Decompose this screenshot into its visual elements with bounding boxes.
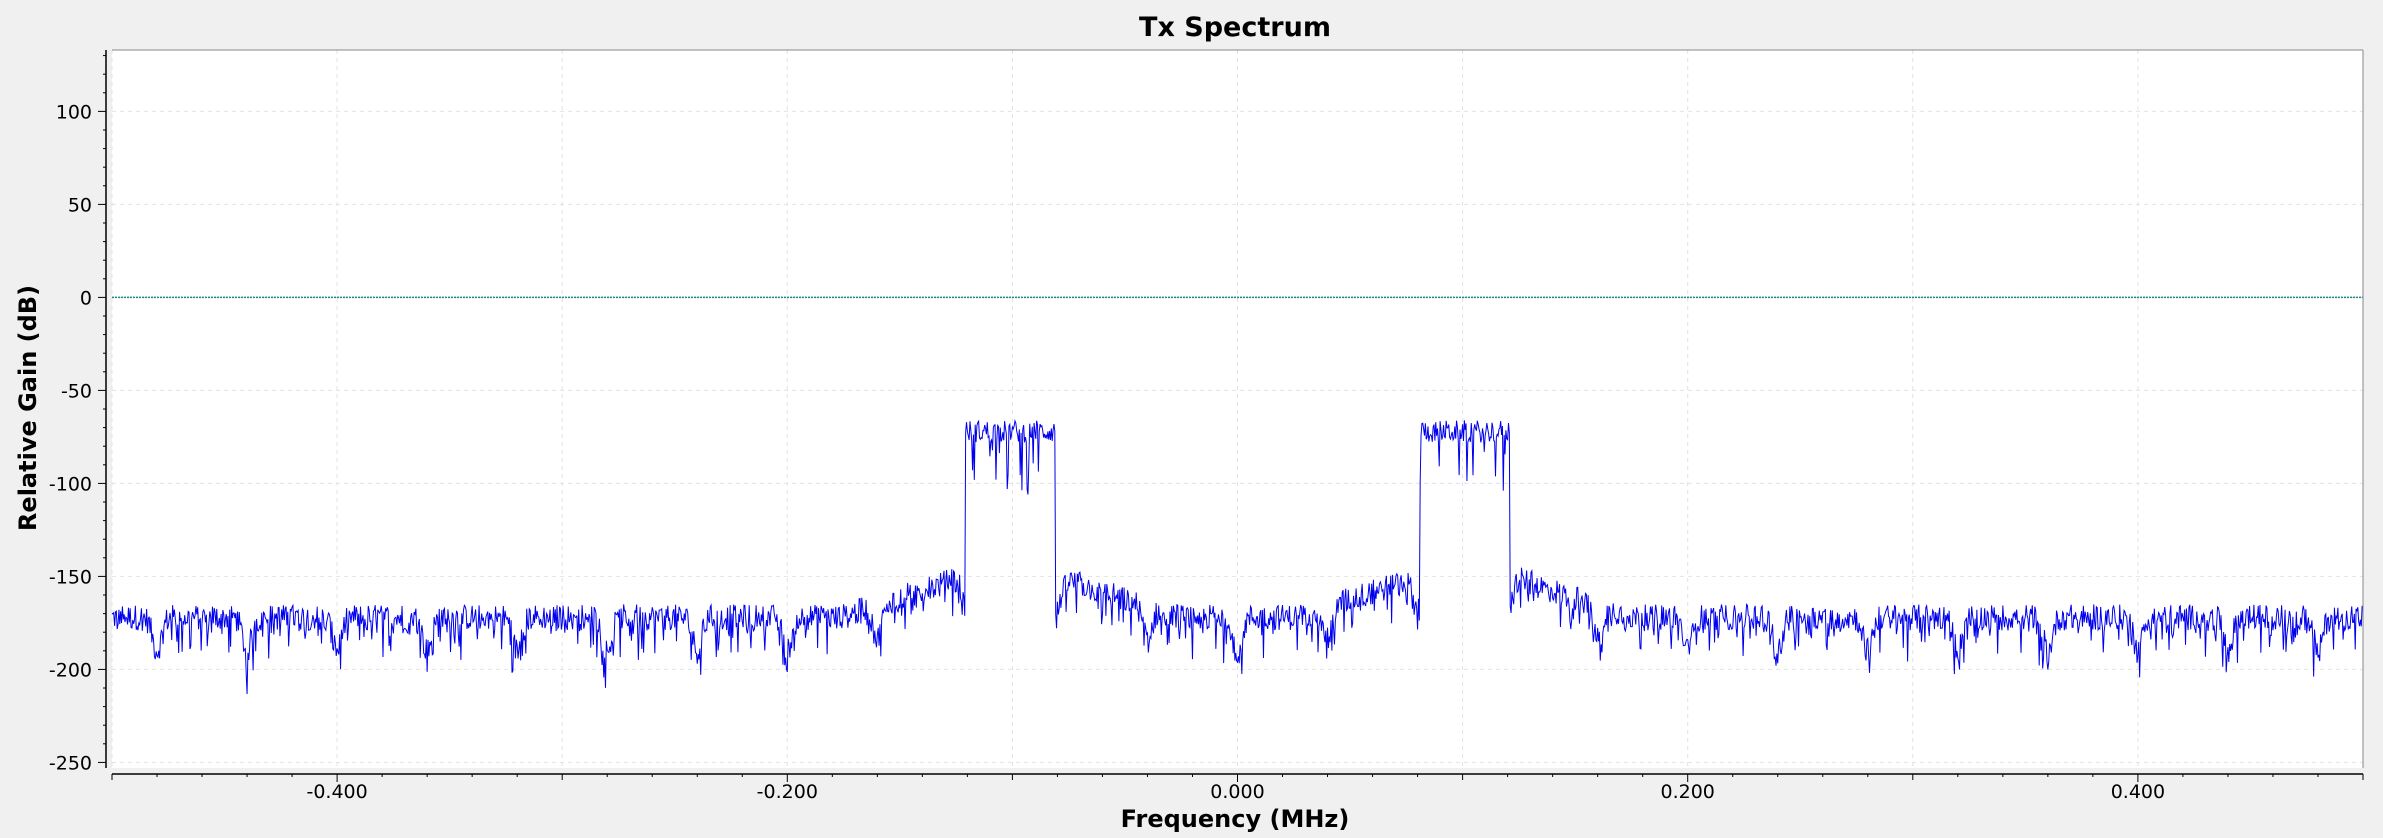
series-line	[111, 418, 2364, 694]
y-tick-label: -150	[49, 566, 92, 588]
y-axis-ticks: 100 50 0 -50 -100 -150 -200 -250	[49, 55, 106, 774]
plot-area	[112, 50, 2363, 768]
x-tick-label: 0.400	[2111, 781, 2165, 803]
x-axis-label: Frequency (MHz)	[1121, 805, 1350, 833]
x-tick-label: -0.200	[757, 781, 818, 803]
y-tick-label: -100	[49, 473, 92, 495]
y-tick-label: -50	[61, 380, 92, 402]
y-tick-label: -200	[49, 659, 92, 681]
x-tick-label: -0.400	[306, 781, 367, 803]
y-tick-label: 0	[80, 287, 92, 309]
x-tick-label: 0.200	[1660, 781, 1714, 803]
y-tick-label: -250	[49, 752, 92, 774]
x-tick-label: 0.000	[1210, 781, 1264, 803]
y-tick-label: 100	[56, 101, 92, 123]
series-group	[111, 418, 2364, 694]
y-axis-label: Relative Gain (dB)	[14, 285, 42, 531]
chart-title: Tx Spectrum	[1139, 12, 1331, 43]
y-tick-label: 50	[68, 194, 92, 216]
x-axis-ticks: -0.400 -0.200 0.000 0.200 0.400	[111, 774, 2364, 803]
